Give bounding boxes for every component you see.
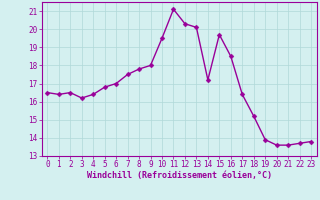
X-axis label: Windchill (Refroidissement éolien,°C): Windchill (Refroidissement éolien,°C): [87, 171, 272, 180]
